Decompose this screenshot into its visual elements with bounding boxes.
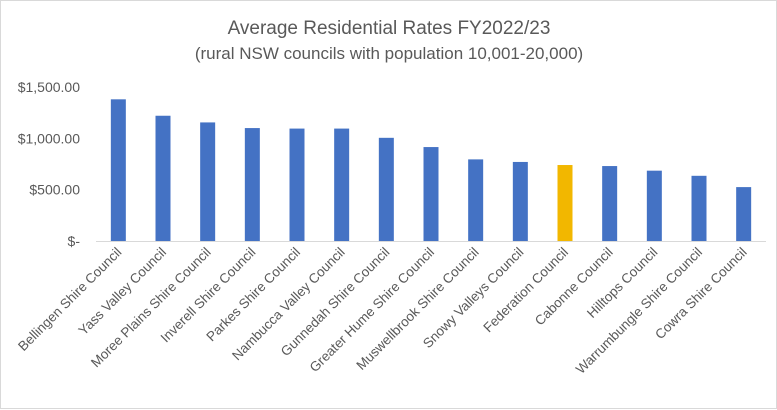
bar-moree-plains-shire-council: [200, 122, 216, 241]
bar-gunnedah-shire-council: [378, 137, 394, 241]
bar-cowra-shire-council: [736, 187, 752, 241]
bar-parkes-shire-council: [289, 128, 305, 241]
bar-hilltops-council: [646, 170, 662, 241]
bar-muswellbrook-shire-council: [468, 159, 484, 241]
y-tick-label: $-: [68, 233, 81, 249]
y-tick-label: $1,000.00: [18, 130, 80, 146]
bar-nambucca-valley-council: [334, 128, 350, 241]
bar-cabonne-council: [602, 166, 618, 241]
bar-greater-hume-shire-council: [423, 147, 439, 241]
chart-subtitle: (rural NSW councils with population 10,0…: [195, 44, 583, 63]
bar-inverell-shire-council: [244, 128, 260, 241]
bar-warrumbungle-shire-council: [691, 175, 707, 241]
bar-federation-council: [557, 165, 573, 241]
y-tick-label: $500.00: [29, 182, 80, 198]
x-tick-label: Cabonne Council: [532, 245, 616, 329]
y-tick-label: $1,500.00: [18, 79, 80, 95]
bar-bellingen-shire-council: [110, 99, 126, 241]
x-tick-label: Federation Council: [480, 245, 571, 336]
bar-snowy-valleys-council: [512, 161, 528, 241]
bar-yass-valley-council: [155, 115, 171, 241]
chart-title: Average Residential Rates FY2022/23: [228, 18, 551, 39]
